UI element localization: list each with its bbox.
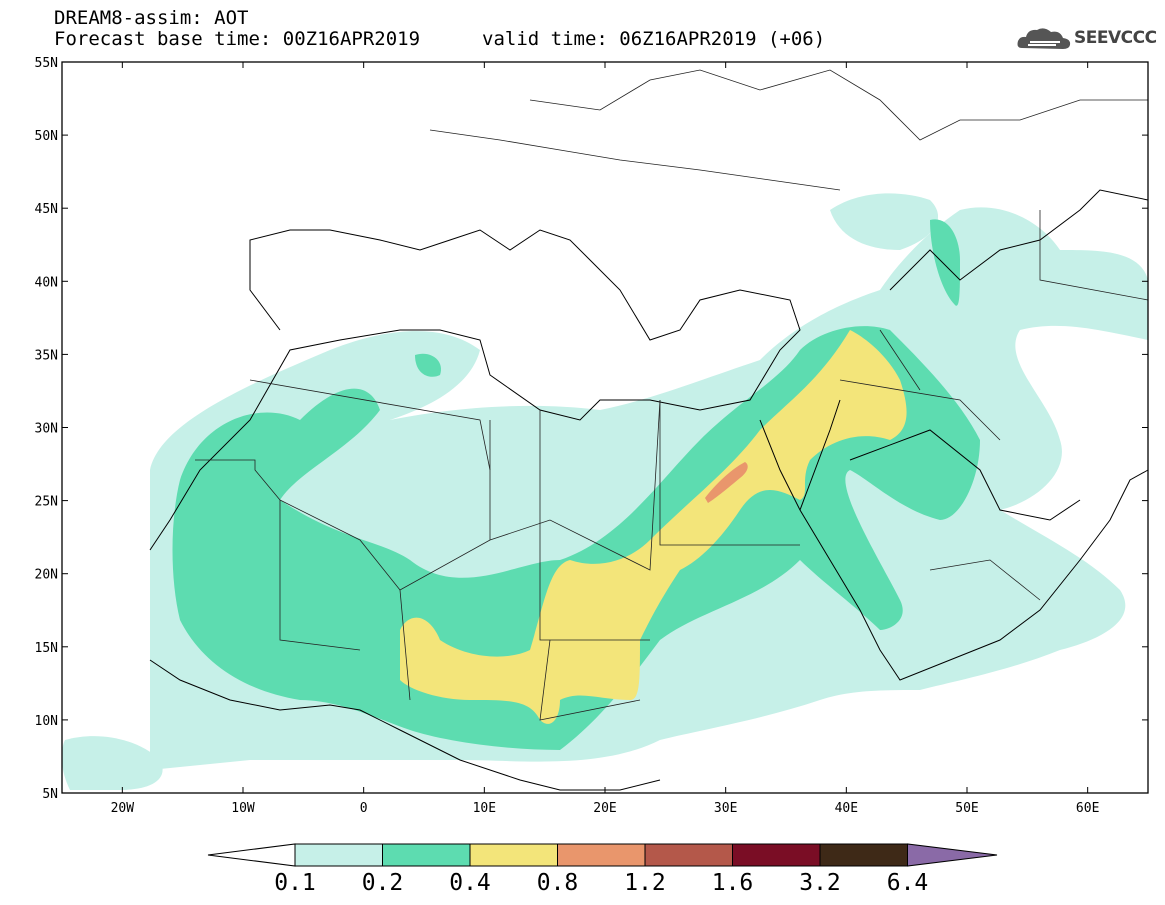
colorbar-low-triangle [207,843,296,867]
coastlines [149,189,1149,791]
longitude-axis: 20W 10W 0 10E 20E 30E 40E 50E 60E [111,62,1099,816]
country-borders [195,69,1149,721]
cloud-icon [1017,28,1071,49]
lat-label: 40N [35,275,58,290]
lat-label: 5N [42,787,58,802]
colorbar-high-triangle [907,843,998,867]
colorbar-level-label: 1.6 [711,870,754,896]
forecast-base-time: Forecast base time: 00Z16APR2019 [54,28,421,50]
colorbar-level-label: 6.4 [886,870,929,896]
colorbar-level-label: 3.2 [799,870,841,896]
lat-label: 30N [35,422,58,437]
colorbar-segment [644,843,733,867]
lon-label: 0 [360,801,368,816]
aot-field-very-high [705,462,748,503]
seevccc-logo: SEEVCCC [1016,24,1157,54]
colorbar-segment [469,843,558,867]
lat-label: 10N [35,714,58,729]
lat-label: 25N [35,495,58,510]
valid-time: valid time: 06Z16APR2019 (+06) [482,28,826,50]
logo-text: SEEVCCC [1074,28,1157,48]
colorbar-segment [382,843,471,867]
lon-label: 20E [593,801,616,816]
colorbar-level-label: 1.2 [624,870,666,896]
lon-label: 30E [714,801,737,816]
lat-label: 20N [35,568,58,583]
lat-label: 15N [35,641,58,656]
colorbar-segment [819,843,908,867]
colorbar-segment [294,843,383,867]
colorbar [207,843,998,867]
lon-label: 10W [231,801,255,816]
lat-label: 35N [35,348,58,363]
lat-label: 55N [35,56,58,71]
lat-label: 50N [35,129,58,144]
latitude-axis: 55N 50N 45N 40N 35N 30N 25N 20N 15N 10N 5N [35,56,1148,802]
lon-label: 50E [955,801,978,816]
lon-label: 20W [111,801,135,816]
aot-field-high [400,330,907,724]
colorbar-segment [557,843,646,867]
colorbar-level-label: 0.2 [361,870,404,896]
colorbar-level-label: 0.4 [449,870,491,896]
lat-label: 45N [35,202,58,217]
chart-title: DREAM8-assim: AOT [54,7,249,29]
colorbar-segment [732,843,821,867]
lon-label: 40E [835,801,858,816]
lon-label: 10E [473,801,496,816]
colorbar-level-label: 0.1 [274,870,316,896]
colorbar-level-label: 0.8 [536,870,579,896]
lon-label: 60E [1076,801,1099,816]
